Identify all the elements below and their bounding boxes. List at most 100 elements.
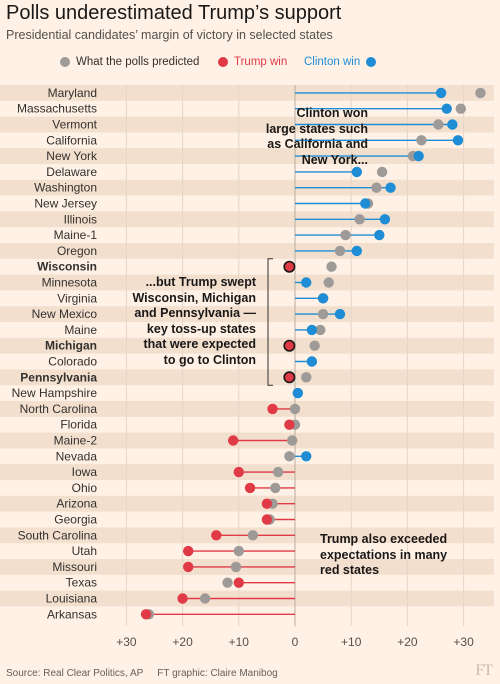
legend-label-clinton: Clinton win (304, 56, 361, 68)
predicted-point (289, 403, 301, 415)
predicted-point (455, 103, 466, 114)
x-tick-label: +20 (397, 635, 418, 649)
x-tick-label: 0 (292, 635, 299, 649)
row-band (0, 179, 494, 196)
state-label: Oregon (57, 244, 97, 258)
predicted-point (309, 340, 320, 351)
state-label: Michigan (45, 339, 97, 353)
predicted-point (286, 435, 298, 446)
row-band (0, 401, 494, 417)
state-label: Maryland (48, 86, 97, 100)
predicted-point (270, 482, 281, 494)
actual-point (306, 324, 318, 336)
actual-point (306, 356, 318, 367)
predicted-point (433, 119, 444, 130)
legend-item-polls: What the polls predicted (60, 56, 199, 68)
predicted-point (323, 277, 334, 288)
actual-point (301, 277, 312, 288)
state-label: Maine (64, 323, 97, 337)
actual-point (183, 545, 194, 557)
predicted-point (326, 261, 337, 272)
state-label: Delaware (46, 165, 97, 179)
legend-label-polls: What the polls predicted (76, 56, 200, 68)
actual-point (317, 293, 329, 304)
annotation-clinton-large-states: Clinton won large states such as Califor… (265, 106, 368, 167)
row-band (0, 116, 494, 133)
legend-dot-polls (60, 57, 70, 67)
predicted-point (317, 308, 329, 320)
row-band (0, 306, 494, 322)
annotation-trump-swept: ...but Trump swept Wisconsin, Michigan a… (132, 275, 256, 367)
actual-point (441, 103, 452, 114)
actual-point (351, 166, 363, 178)
actual-point (447, 119, 458, 130)
predicted-point (340, 229, 351, 241)
state-label: Georgia (54, 513, 97, 527)
state-label: Maine-2 (54, 434, 98, 448)
chart-subtitle: Presidential candidates’ margin of victo… (6, 28, 333, 42)
actual-point (351, 245, 363, 257)
state-label: Arkansas (47, 607, 97, 621)
predicted-point (416, 135, 427, 146)
x-tick-label: +10 (341, 635, 362, 649)
actual-point (334, 308, 346, 320)
actual-point (233, 466, 244, 478)
state-label: Vermont (52, 118, 97, 132)
actual-point (379, 214, 391, 225)
state-label: Colorado (48, 355, 97, 369)
predicted-point (475, 87, 486, 99)
actual-point (374, 229, 385, 241)
actual-point (452, 135, 464, 146)
predicted-point (376, 166, 388, 178)
predicted-point (247, 530, 259, 541)
predicted-point (354, 214, 365, 225)
state-label: Wisconsin (37, 260, 97, 274)
state-label: Arizona (56, 497, 97, 511)
row-band (0, 495, 494, 512)
x-tick-label: +10 (229, 635, 250, 649)
actual-point (435, 87, 447, 99)
state-label: Minnesota (42, 276, 98, 290)
row-band (0, 211, 494, 228)
actual-point (261, 498, 273, 509)
row-band (0, 274, 494, 291)
predicted-point (272, 466, 284, 478)
state-label: Maine-1 (54, 228, 98, 242)
legend-dot-trump (218, 57, 228, 67)
predicted-point (315, 324, 326, 336)
legend-item-clinton: Clinton win (304, 56, 377, 68)
state-label: Missouri (52, 560, 97, 574)
predicted-point (334, 245, 346, 257)
annotation-bracket (267, 258, 273, 386)
state-label: Florida (60, 418, 97, 432)
actual-point (283, 371, 296, 384)
source-text: Source: Real Clear Politics, AP (6, 668, 144, 679)
predicted-point (230, 561, 242, 573)
state-label: California (46, 133, 97, 147)
state-label: Virginia (57, 291, 97, 305)
state-label: New Hampshire (12, 386, 98, 400)
ft-logo: FT (475, 662, 493, 679)
predicted-point (301, 372, 312, 383)
annotation-trump-red-states: Trump also exceeded expectations in many… (320, 532, 448, 577)
row-band (0, 369, 494, 386)
state-label: Utah (72, 544, 97, 558)
x-tick-label: +30 (116, 635, 137, 649)
legend-label-trump: Trump win (234, 56, 288, 68)
predicted-point (284, 451, 295, 462)
actual-point (385, 182, 396, 193)
state-label: Ohio (72, 481, 98, 495)
state-label: Texas (66, 576, 97, 590)
state-label: North Carolina (20, 402, 98, 416)
state-label: Nevada (56, 449, 98, 463)
x-tick-label: +30 (453, 635, 474, 649)
state-label: Massachusetts (17, 102, 97, 116)
legend-item-trump: Trump win (218, 56, 287, 68)
row-band (0, 337, 494, 354)
actual-point (261, 514, 273, 525)
row-band (0, 85, 494, 101)
actual-point (227, 435, 239, 446)
row-band (0, 148, 494, 164)
actual-point (244, 482, 256, 494)
